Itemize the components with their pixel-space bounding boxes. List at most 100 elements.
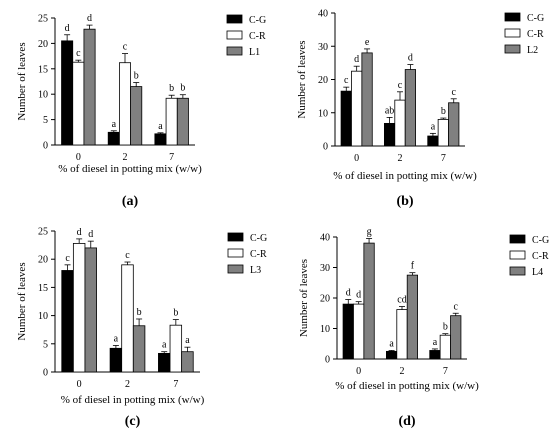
y-tick-label: 20 (320, 294, 330, 305)
panel-caption: (a) (122, 194, 139, 209)
y-tick-label: 40 (318, 9, 328, 20)
y-tick-label: 40 (320, 233, 330, 244)
legend-label: C-R (527, 29, 544, 40)
significance-letter: a (185, 335, 190, 346)
significance-letter: cd (397, 295, 406, 306)
legend-label: L3 (250, 265, 261, 276)
legend-label: C-G (532, 235, 549, 246)
x-tick-label: 2 (400, 366, 405, 377)
y-axis-label: Number of leaves (16, 42, 28, 120)
bar (72, 243, 86, 373)
bar (394, 99, 406, 147)
significance-letter: a (112, 119, 117, 130)
significance-letter: a (158, 121, 163, 132)
bar (121, 264, 134, 373)
bar (340, 90, 352, 147)
y-tick-label: 10 (38, 90, 48, 101)
legend-label: L2 (527, 45, 538, 56)
significance-letter: a (162, 340, 167, 351)
y-tick-label: 0 (323, 142, 328, 153)
significance-letter: g (367, 227, 372, 238)
significance-letter: c (344, 75, 349, 86)
bar (383, 122, 396, 147)
significance-letter: f (411, 261, 415, 272)
y-tick-label: 0 (325, 355, 330, 366)
bar (361, 52, 373, 147)
x-tick-label: 7 (441, 153, 446, 164)
bar (427, 135, 439, 147)
bar (72, 61, 85, 146)
bar (176, 97, 189, 146)
significance-letter: b (443, 322, 448, 333)
y-tick-label: 10 (38, 311, 48, 322)
legend-swatch (226, 14, 243, 24)
x-tick-label: 7 (173, 379, 178, 390)
x-tick-label: 0 (76, 152, 81, 163)
y-axis-label: Number of leaves (16, 262, 28, 340)
bar (107, 131, 120, 146)
bar (450, 315, 462, 360)
panel-caption: (c) (125, 414, 141, 429)
legend-swatch (227, 232, 244, 242)
bar (84, 247, 97, 373)
y-axis-label: Number of leaves (298, 259, 310, 337)
x-tick-label: 0 (356, 366, 361, 377)
y-tick-label: 25 (38, 14, 48, 25)
y-tick-label: 20 (38, 39, 48, 50)
significance-letter: c (125, 250, 130, 261)
legend-label: C-G (250, 233, 267, 244)
y-tick-label: 5 (43, 339, 48, 350)
significance-letter: c (398, 80, 403, 91)
y-axis-label: Number of leaves (296, 40, 308, 118)
bar (385, 350, 398, 360)
bar (61, 40, 74, 146)
bar (154, 133, 167, 146)
significance-letter: d (408, 53, 413, 64)
y-tick-label: 15 (38, 283, 48, 294)
significance-letter: e (365, 37, 370, 48)
significance-letter: c (76, 48, 81, 59)
significance-letter: b (169, 83, 174, 94)
bar (351, 70, 363, 147)
significance-letter: b (173, 308, 178, 319)
legend-label: C-R (250, 249, 267, 260)
legend-swatch (509, 234, 526, 244)
x-tick-label: 0 (77, 379, 82, 390)
legend-swatch (504, 12, 521, 22)
bar (342, 303, 354, 360)
x-tick-label: 0 (354, 153, 359, 164)
bar (132, 325, 146, 373)
legend-swatch (226, 30, 243, 40)
legend-label: C-R (532, 251, 549, 262)
bar (158, 352, 171, 373)
bar (429, 350, 441, 360)
significance-letter: c (65, 253, 70, 264)
bar (437, 119, 449, 147)
significance-letter: c (454, 301, 459, 312)
legend-label: C-R (249, 31, 266, 42)
significance-letter: d (77, 227, 82, 238)
bar (83, 28, 96, 146)
x-tick-label: 7 (169, 152, 174, 163)
x-tick-label: 2 (398, 153, 403, 164)
x-tick-label: 2 (123, 152, 128, 163)
y-tick-label: 10 (318, 108, 328, 119)
bar (181, 351, 194, 373)
legend-label: C-G (249, 15, 266, 26)
significance-letter: c (452, 87, 457, 98)
significance-letter: d (65, 23, 70, 34)
significance-letter: b (441, 106, 446, 117)
legend-label: L4 (532, 267, 543, 278)
x-tick-label: 2 (125, 379, 130, 390)
y-tick-label: 0 (43, 368, 48, 379)
legend-swatch (509, 266, 526, 276)
bar (353, 303, 365, 360)
y-tick-label: 30 (320, 263, 330, 274)
legend-swatch (504, 44, 521, 54)
bar (119, 62, 132, 146)
y-tick-label: 15 (38, 64, 48, 75)
significance-letter: d (346, 288, 351, 299)
